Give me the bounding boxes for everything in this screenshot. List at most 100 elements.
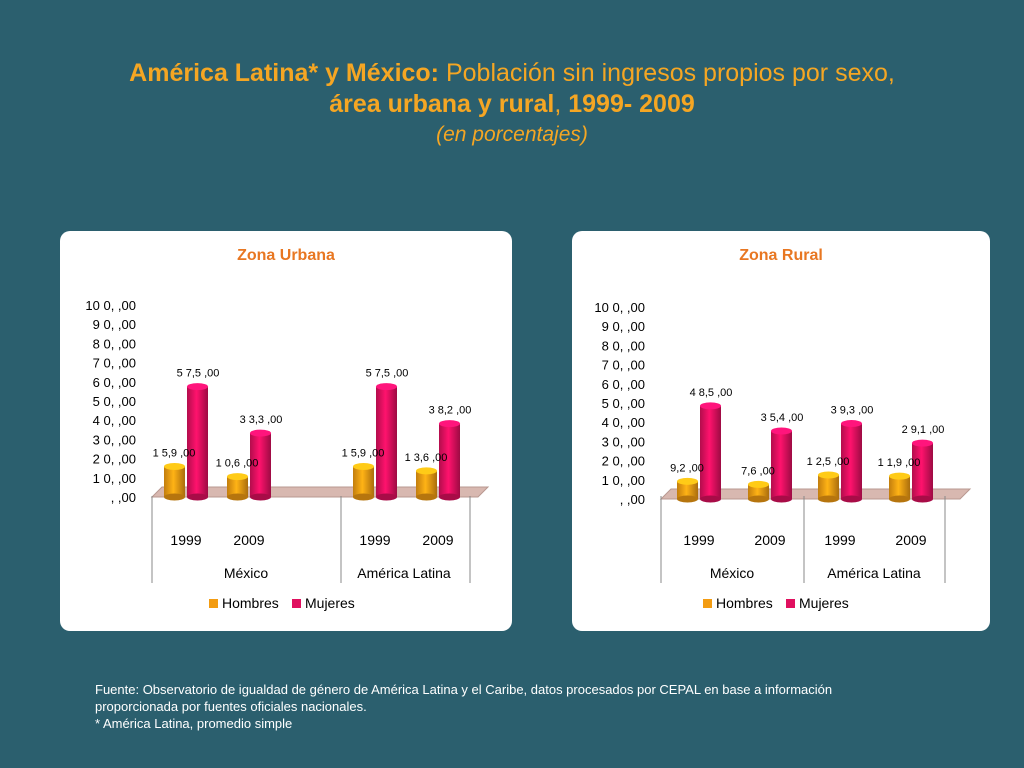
bar-hombres-cap bbox=[353, 462, 374, 470]
bar-mujeres-base bbox=[376, 493, 397, 501]
bar-mujeres-cap bbox=[912, 439, 933, 447]
bar-mujeres-base bbox=[841, 495, 862, 503]
bar-hombres-cap bbox=[227, 473, 248, 481]
bar-hombres-base bbox=[416, 493, 437, 501]
legend-label-mujeres: Mujeres bbox=[305, 595, 355, 611]
chart-urban: Zona Urbana 10 0, ,00 9 0, ,00 8 0, ,00 7 0,… bbox=[85, 247, 490, 611]
chart-title: Zona Rural bbox=[739, 247, 823, 264]
data-label-mujeres: 5 7,5 ,00 bbox=[177, 368, 220, 380]
data-label-hombres: 1 2,5 ,00 bbox=[807, 456, 850, 468]
bar-hombres bbox=[889, 476, 910, 499]
legend-label-mujeres: Mujeres bbox=[799, 595, 849, 611]
data-label-mujeres: 3 3,3 ,00 bbox=[240, 414, 283, 426]
bar-hombres bbox=[416, 470, 437, 497]
bar-mujeres-cap bbox=[771, 427, 792, 435]
x-tick-label: 2009 bbox=[233, 532, 264, 548]
bar-hombres-cap bbox=[164, 462, 185, 470]
bar-mujeres bbox=[771, 431, 792, 499]
data-label-hombres: 1 0,6 ,00 bbox=[216, 458, 259, 470]
bar-hombres-base bbox=[677, 495, 698, 503]
y-tick-label: 3 0, ,00 bbox=[602, 434, 645, 449]
bar-mujeres bbox=[841, 423, 862, 499]
y-tick-label: 10 0, ,00 bbox=[85, 298, 136, 313]
bar-mujeres-base bbox=[771, 495, 792, 503]
y-tick-label: 4 0, ,00 bbox=[602, 415, 645, 430]
bar-hombres-base bbox=[164, 493, 185, 501]
bar-mujeres bbox=[700, 405, 721, 499]
y-tick-label: 7 0, ,00 bbox=[602, 358, 645, 373]
x-tick-label: 1999 bbox=[170, 532, 201, 548]
x-tick-label: 1999 bbox=[824, 532, 855, 548]
y-tick-label: 5 0, ,00 bbox=[602, 396, 645, 411]
data-label-hombres: 9,2 ,00 bbox=[670, 462, 704, 474]
data-label-hombres: 7,6 ,00 bbox=[741, 465, 775, 477]
y-tick-label: , ,00 bbox=[111, 490, 136, 505]
y-tick-label: 9 0, ,00 bbox=[602, 319, 645, 334]
bar-mujeres-cap bbox=[187, 383, 208, 391]
bar-mujeres bbox=[439, 423, 460, 497]
bar-hombres-cap bbox=[416, 467, 437, 475]
y-tick-label: 2 0, ,00 bbox=[602, 454, 645, 469]
slide-title: América Latina* y México: Población sin … bbox=[0, 58, 1024, 150]
y-tick-label: 8 0, ,00 bbox=[93, 336, 136, 351]
y-tick-label: 4 0, ,00 bbox=[93, 413, 136, 428]
y-tick-label: 5 0, ,00 bbox=[93, 394, 136, 409]
source-line-1: Fuente: Observatorio de igualdad de géne… bbox=[95, 682, 833, 697]
chart-rural: Zona Rural 10 0, ,00 9 0, ,00 8 0, ,00 7 0, … bbox=[594, 247, 972, 611]
y-tick-label: 2 0, ,00 bbox=[93, 452, 136, 467]
x-tick-label: 1999 bbox=[359, 532, 390, 548]
source-note: Fuente: Observatorio de igualdad de géne… bbox=[95, 681, 955, 732]
bar-hombres-cap bbox=[748, 480, 769, 488]
data-label-mujeres: 5 7,5 ,00 bbox=[366, 368, 409, 380]
bar-hombres bbox=[818, 475, 839, 499]
legend-label-hombres: Hombres bbox=[222, 595, 279, 611]
x-group-label: América Latina bbox=[827, 565, 921, 581]
bar-mujeres bbox=[187, 386, 208, 497]
y-tick-label: 1 0, ,00 bbox=[93, 471, 136, 486]
bar-mujeres bbox=[912, 443, 933, 499]
data-label-mujeres: 3 5,4 ,00 bbox=[761, 412, 804, 424]
bar-hombres-cap bbox=[818, 471, 839, 479]
legend-swatch-hombres bbox=[703, 599, 712, 608]
bar-mujeres-cap bbox=[439, 420, 460, 428]
x-tick-label: 2009 bbox=[754, 532, 785, 548]
data-label-mujeres: 2 9,1 ,00 bbox=[902, 424, 945, 436]
bar-hombres-base bbox=[227, 493, 248, 501]
bar-hombres bbox=[164, 466, 185, 497]
bar-hombres-base bbox=[818, 495, 839, 503]
chart-panel-urban: Zona Urbana 10 0, ,00 9 0, ,00 8 0, ,00 7 0,… bbox=[60, 231, 512, 631]
legend-swatch-mujeres bbox=[786, 599, 795, 608]
chart-title: Zona Urbana bbox=[237, 247, 335, 264]
title-line-1: América Latina* y México: Población sin … bbox=[129, 59, 895, 87]
title-line-2: área urbana y rural, 1999- 2009 bbox=[329, 90, 695, 118]
y-tick-label: 1 0, ,00 bbox=[602, 473, 645, 488]
source-line-2: proporcionada por fuentes oficiales naci… bbox=[95, 699, 367, 714]
legend-swatch-mujeres bbox=[292, 599, 301, 608]
chart-panel-rural: Zona Rural 10 0, ,00 9 0, ,00 8 0, ,00 7 0, … bbox=[572, 231, 990, 631]
data-label-hombres: 1 5,9 ,00 bbox=[342, 447, 385, 459]
x-tick-label: 2009 bbox=[422, 532, 453, 548]
y-tick-label: 10 0, ,00 bbox=[594, 300, 645, 315]
data-label-mujeres: 3 8,2 ,00 bbox=[429, 405, 472, 417]
bar-hombres bbox=[677, 481, 698, 499]
x-tick-label: 2009 bbox=[895, 532, 926, 548]
data-label-hombres: 1 5,9 ,00 bbox=[153, 447, 196, 459]
bar-mujeres-base bbox=[912, 495, 933, 503]
bar-hombres-base bbox=[748, 495, 769, 503]
y-tick-label: 9 0, ,00 bbox=[93, 317, 136, 332]
y-tick-label: , ,00 bbox=[620, 492, 645, 507]
bar-mujeres bbox=[376, 386, 397, 497]
legend-label-hombres: Hombres bbox=[716, 595, 773, 611]
bar-mujeres bbox=[250, 433, 271, 497]
bar-mujeres-cap bbox=[700, 402, 721, 410]
x-group-label: México bbox=[710, 565, 755, 581]
y-tick-label: 8 0, ,00 bbox=[602, 338, 645, 353]
x-group-label: América Latina bbox=[357, 565, 451, 581]
bar-mujeres-base bbox=[250, 493, 271, 501]
data-label-mujeres: 3 9,3 ,00 bbox=[831, 405, 874, 417]
bar-mujeres-base bbox=[700, 495, 721, 503]
bar-hombres-base bbox=[889, 495, 910, 503]
bar-hombres-cap bbox=[889, 472, 910, 480]
y-tick-label: 7 0, ,00 bbox=[93, 356, 136, 371]
bar-hombres-base bbox=[353, 493, 374, 501]
